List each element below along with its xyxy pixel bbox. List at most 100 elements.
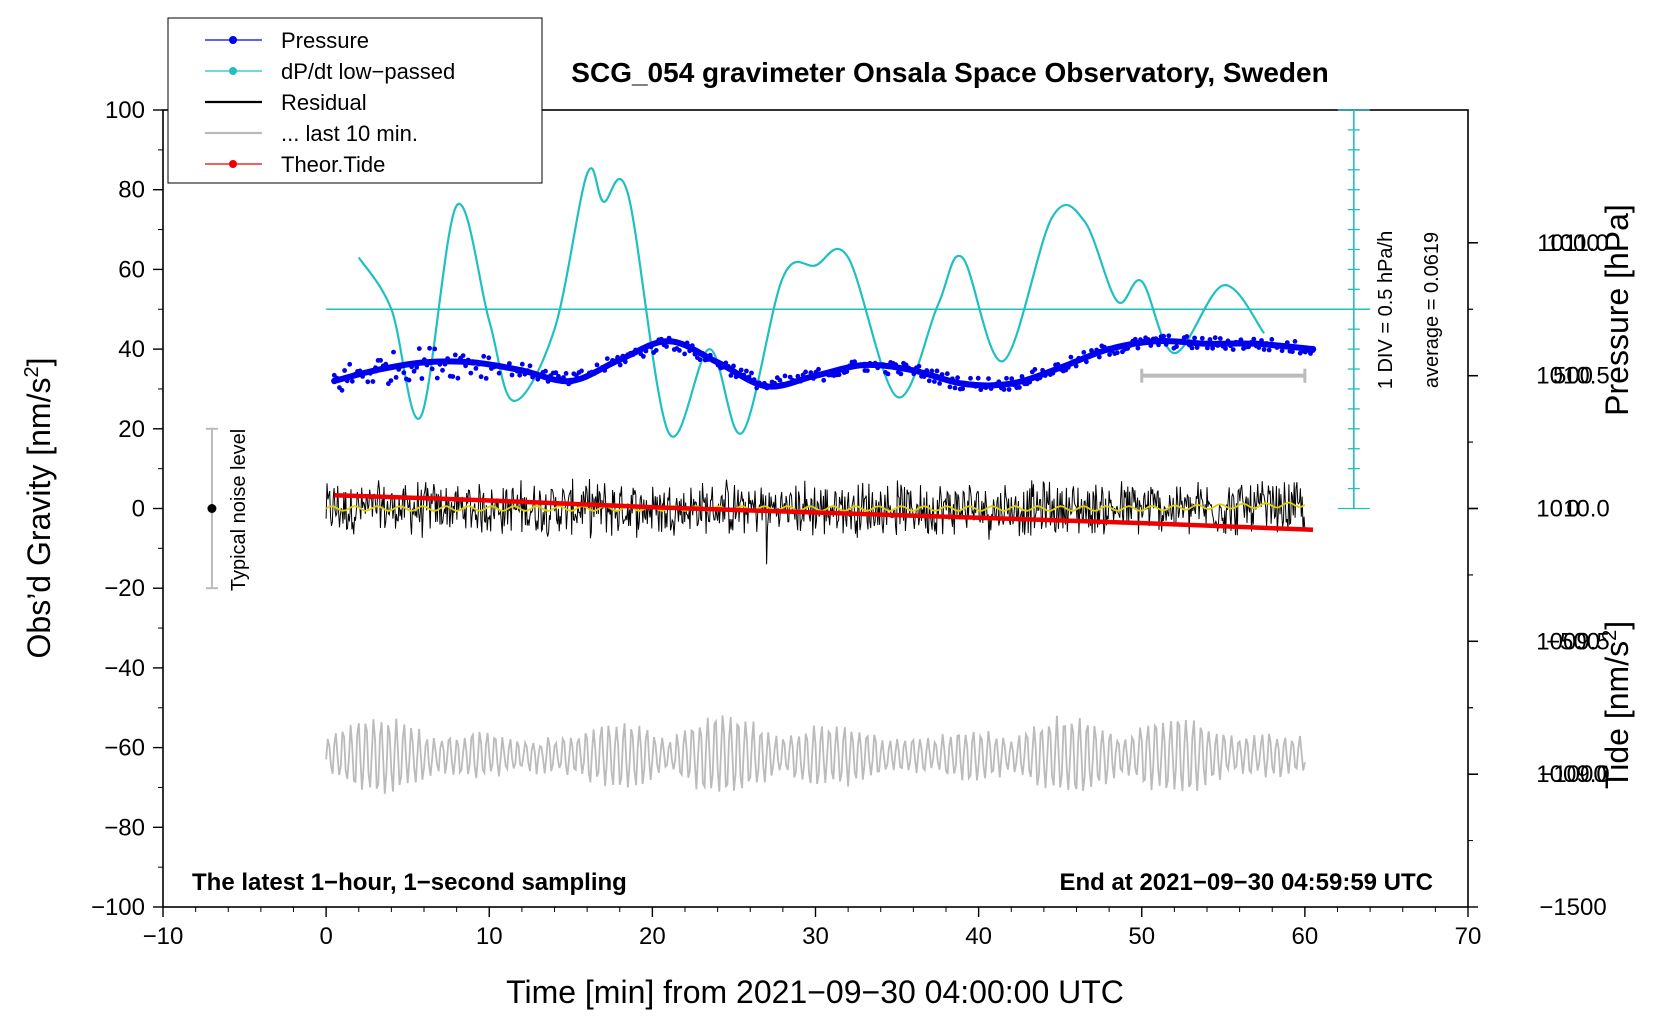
x-tick-label: 30 xyxy=(802,923,829,950)
pressure-data-point xyxy=(1057,364,1064,371)
pressure-data-point xyxy=(371,367,379,374)
tide-tick-label: 500 xyxy=(1553,363,1593,390)
pressure-point xyxy=(1230,347,1236,352)
pressure-point xyxy=(792,378,798,384)
pressure-data-point xyxy=(959,380,966,387)
y-tick-label: −60 xyxy=(104,735,145,762)
pressure-point xyxy=(1068,354,1074,360)
pressure-point xyxy=(744,368,749,374)
pressure-point xyxy=(1027,379,1033,385)
pressure-point xyxy=(504,365,510,371)
pressure-point xyxy=(844,369,850,374)
y-tick-label: −80 xyxy=(104,814,145,841)
pressure-point xyxy=(728,373,734,378)
y-tick-label: 100 xyxy=(105,97,145,124)
pressure-data-point xyxy=(1309,345,1317,353)
pressure-point xyxy=(514,368,520,374)
pressure-data-point xyxy=(518,367,526,374)
tide-tick-label: 0 xyxy=(1566,496,1579,523)
y-tick-label: −100 xyxy=(91,894,145,921)
legend-marker xyxy=(229,160,237,168)
pressure-point xyxy=(973,383,978,389)
pressure-point xyxy=(968,375,973,381)
legend-marker xyxy=(229,36,237,44)
pressure-point xyxy=(885,371,891,377)
pressure-point xyxy=(679,342,685,348)
pressure-point xyxy=(563,371,569,376)
pressure-point xyxy=(1248,340,1254,345)
pressure-point xyxy=(1179,338,1185,344)
pressure-point xyxy=(687,348,693,354)
y-tick-label: −20 xyxy=(104,575,145,602)
pressure-point xyxy=(898,371,904,377)
pressure-point xyxy=(965,382,971,388)
pressure-point xyxy=(437,361,443,367)
pressure-point xyxy=(726,364,731,369)
legend-label: Pressure xyxy=(281,28,369,53)
pressure-point xyxy=(921,374,927,379)
pressure-point xyxy=(795,373,801,379)
pressure-point xyxy=(798,378,803,384)
pressure-point xyxy=(1001,387,1007,392)
pressure-point xyxy=(1264,341,1270,346)
pressure-point xyxy=(1135,345,1141,351)
pressure-point xyxy=(579,368,584,374)
pressure-point xyxy=(736,373,742,379)
x-tick-label: 70 xyxy=(1455,923,1482,950)
pressure-point xyxy=(1114,350,1120,356)
pressure-point xyxy=(339,387,345,393)
pressure-point xyxy=(803,369,808,375)
pressure-point xyxy=(1210,345,1215,351)
pressure-point xyxy=(875,365,881,371)
pressure-point xyxy=(692,351,698,357)
div-annotation: 1 DIV = 0.5 hPa/h xyxy=(1375,231,1397,389)
pressure-point xyxy=(1040,367,1045,373)
pressure-point xyxy=(525,368,530,373)
pressure-point xyxy=(440,367,445,373)
x-axis-label: Time [min] from 2021−09−30 04:00:00 UTC xyxy=(506,974,1124,1010)
pressure-point xyxy=(1279,348,1285,354)
pressure-point xyxy=(494,362,499,368)
pressure-point xyxy=(465,357,471,363)
pressure-point xyxy=(1140,339,1146,344)
pressure-point xyxy=(1084,359,1089,365)
pressure-point xyxy=(391,349,396,355)
pressure-point xyxy=(1197,340,1203,346)
pressure-point xyxy=(393,375,399,380)
pressure-point xyxy=(532,372,538,378)
pressure-point xyxy=(689,343,695,349)
pressure-point xyxy=(723,360,729,366)
pressure-data-point xyxy=(331,377,338,385)
axes-layer: −10 0 10 20 30 40 50 60 70100806040200−20−40−60−… xyxy=(91,97,1610,950)
pressure-point xyxy=(1163,342,1169,347)
pressure-point xyxy=(700,351,705,356)
residual-line xyxy=(325,478,1306,565)
pressure-point xyxy=(682,351,687,357)
pressure-point xyxy=(1282,344,1288,350)
pressure-point xyxy=(952,385,958,391)
pressure-point xyxy=(684,340,690,346)
pressure-point xyxy=(1004,375,1009,381)
pressure-point xyxy=(1161,333,1166,339)
pressure-data-point xyxy=(665,337,672,345)
pressure-point xyxy=(349,378,355,384)
pressure-data-point xyxy=(567,377,574,385)
pressure-point xyxy=(749,370,754,376)
tide-tick-label: −1500 xyxy=(1539,894,1606,921)
pressure-point xyxy=(929,368,935,374)
pressure-point xyxy=(1094,347,1100,353)
pressure-point xyxy=(1217,336,1223,341)
pressure-point xyxy=(1166,333,1172,339)
pressure-point xyxy=(754,385,760,391)
pressure-point xyxy=(468,370,474,376)
pressure-point xyxy=(785,381,790,387)
pressure-point xyxy=(1305,347,1311,353)
pressure-tick-label: 1010.0 xyxy=(1536,496,1609,523)
pressure-point xyxy=(924,368,930,373)
pressure-point xyxy=(602,368,608,373)
pressure-data-point xyxy=(1105,345,1113,353)
pressure-point xyxy=(473,366,479,371)
pressure-point xyxy=(630,352,636,357)
pressure-point xyxy=(416,346,422,351)
